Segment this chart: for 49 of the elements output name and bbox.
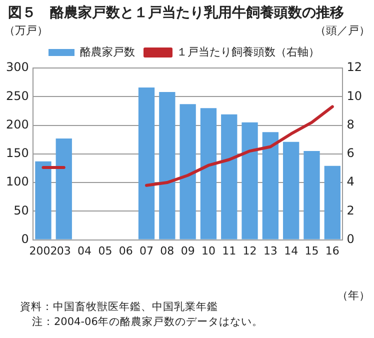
legend-label: 酪農家戸数 bbox=[80, 45, 135, 58]
x-tick-label: 14 bbox=[284, 244, 298, 258]
y2-axis-title: （頭／戸） bbox=[315, 23, 370, 38]
x-tick-label: 15 bbox=[304, 244, 319, 258]
y2-tick-label: 0 bbox=[346, 232, 354, 246]
y2-tick-label: 4 bbox=[346, 174, 354, 189]
y-tick-label: 50 bbox=[14, 203, 29, 218]
text: 注：2004-06年の酪農家戸数のデータはない。 bbox=[31, 315, 263, 330]
x-tick-label: 06 bbox=[118, 244, 133, 258]
y-tick-label: 300 bbox=[6, 60, 29, 74]
y-tick-label: 0 bbox=[21, 232, 29, 246]
bar bbox=[180, 104, 196, 240]
bar bbox=[221, 114, 238, 240]
bar bbox=[304, 151, 320, 240]
bar bbox=[242, 122, 258, 240]
x-tick-label: 2002 bbox=[29, 244, 58, 258]
bar bbox=[159, 92, 176, 240]
bar bbox=[35, 161, 52, 240]
y-tick-label: 250 bbox=[6, 88, 29, 103]
x-tick-label: 11 bbox=[222, 244, 236, 258]
y-tick-label: 150 bbox=[6, 146, 29, 160]
y-tick-label: 200 bbox=[6, 117, 29, 132]
y-axis-title: （万戸） bbox=[4, 23, 48, 38]
y2-tick-label: 12 bbox=[346, 60, 362, 74]
y-tick-label: 100 bbox=[6, 174, 29, 189]
legend-label: １戸当たり飼養頭数（右軸） bbox=[176, 45, 320, 58]
x-tick-label: 04 bbox=[78, 244, 92, 258]
bar bbox=[262, 132, 279, 240]
x-tick-label: 03 bbox=[56, 244, 71, 258]
text: 資料：中国畜牧獣医年鑑、中国乳業年鑑 bbox=[20, 300, 219, 315]
x-tick-label: 05 bbox=[98, 244, 112, 258]
bar bbox=[56, 138, 72, 240]
x-tick-label: 07 bbox=[140, 244, 154, 258]
y2-tick-label: 10 bbox=[346, 88, 362, 103]
y2-tick-label: 8 bbox=[346, 117, 354, 132]
x-tick-label: 12 bbox=[242, 244, 257, 258]
bar bbox=[283, 142, 300, 240]
x-tick-label: 13 bbox=[263, 244, 278, 258]
x-tick-label: 16 bbox=[325, 244, 340, 258]
y2-tick-label: 2 bbox=[346, 203, 354, 218]
bar bbox=[324, 166, 340, 240]
x-tick-label: 10 bbox=[201, 244, 216, 258]
y2-tick-label: 6 bbox=[346, 146, 354, 160]
x-axis-title: （年） bbox=[337, 288, 370, 303]
x-tick-label: 08 bbox=[160, 244, 174, 258]
bar bbox=[138, 87, 155, 240]
x-tick-label: 09 bbox=[180, 244, 195, 258]
bar bbox=[200, 108, 217, 240]
chart-title: 図５ 酪農家戸数と１戸当たり乳用牛飼養頭数の推移 bbox=[7, 4, 345, 23]
